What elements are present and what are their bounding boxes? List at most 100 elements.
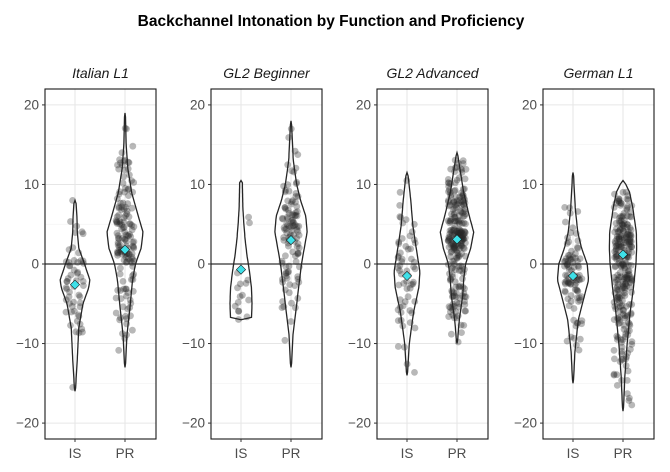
y-tick-label: 10 — [522, 177, 537, 192]
data-point — [562, 288, 569, 296]
data-point — [450, 243, 458, 250]
data-point — [126, 230, 133, 238]
data-point — [449, 205, 457, 213]
data-point — [461, 205, 469, 213]
data-point — [118, 206, 125, 214]
y-tick-label: −20 — [16, 416, 39, 431]
data-point — [462, 220, 469, 228]
data-point — [398, 255, 406, 263]
data-point — [128, 226, 136, 234]
data-point — [77, 273, 85, 281]
data-point — [625, 253, 633, 261]
data-point — [284, 222, 291, 229]
data-point — [120, 223, 128, 231]
data-point — [618, 339, 625, 346]
data-point — [410, 258, 418, 266]
y-tick-label: 20 — [24, 97, 39, 112]
data-point — [619, 310, 627, 318]
data-point — [119, 278, 127, 285]
data-point — [68, 303, 76, 310]
data-point — [617, 199, 625, 207]
data-point — [280, 224, 288, 232]
data-point — [63, 278, 71, 285]
data-point — [459, 231, 467, 239]
data-point — [619, 297, 626, 305]
data-point — [450, 246, 458, 253]
data-point — [448, 226, 455, 234]
data-point — [623, 221, 631, 228]
data-point — [616, 225, 624, 233]
data-point — [619, 188, 627, 196]
data-point — [113, 218, 121, 226]
data-point — [460, 219, 468, 227]
data-point — [65, 293, 73, 301]
data-point — [124, 158, 132, 166]
data-point — [125, 232, 132, 240]
data-point — [460, 230, 468, 238]
data-point — [574, 262, 582, 270]
data-point — [291, 282, 299, 289]
data-point — [625, 267, 633, 275]
data-point — [614, 296, 621, 303]
data-point — [459, 157, 467, 165]
data-point — [623, 272, 631, 279]
data-point — [617, 336, 625, 343]
data-point — [626, 224, 634, 232]
data-point — [616, 214, 623, 222]
data-point — [68, 308, 75, 316]
data-point — [566, 251, 574, 259]
data-point — [624, 390, 631, 398]
data-point — [282, 269, 290, 277]
data-point — [453, 201, 461, 208]
data-point — [612, 246, 620, 254]
data-point — [615, 235, 623, 243]
data-point — [566, 204, 573, 212]
data-point — [120, 205, 128, 213]
data-point — [450, 225, 458, 233]
data-point — [457, 267, 465, 274]
facet-label: Italian L1 — [72, 65, 129, 81]
data-point — [455, 267, 463, 274]
data-point — [115, 204, 123, 212]
data-point — [461, 208, 468, 215]
data-point — [112, 309, 120, 317]
data-point — [452, 283, 460, 291]
data-point — [616, 199, 623, 207]
data-point — [126, 220, 134, 228]
facet-label: GL2 Beginner — [223, 65, 311, 81]
y-tick-label: 10 — [356, 177, 371, 192]
data-point — [617, 202, 624, 209]
data-point — [610, 347, 618, 354]
data-point — [621, 264, 628, 272]
data-point — [455, 263, 463, 270]
data-point — [564, 278, 572, 286]
data-point — [246, 219, 253, 227]
data-point — [446, 219, 453, 227]
data-point — [411, 369, 418, 376]
data-point — [610, 274, 618, 281]
data-point — [448, 330, 455, 338]
data-point — [447, 308, 454, 316]
data-point — [626, 213, 634, 220]
data-point — [627, 234, 634, 242]
data-point — [615, 234, 623, 242]
data-point — [121, 184, 129, 192]
data-point — [284, 269, 292, 276]
data-point — [79, 278, 87, 285]
data-point — [614, 293, 622, 300]
data-point — [293, 203, 301, 210]
data-point — [618, 261, 626, 268]
data-point — [114, 252, 121, 259]
data-point — [456, 226, 464, 234]
mean-marker — [285, 235, 297, 246]
data-point — [611, 228, 619, 236]
data-point — [624, 202, 631, 210]
data-point — [453, 227, 461, 235]
data-point — [129, 239, 137, 246]
data-point — [453, 176, 461, 184]
data-point — [63, 285, 71, 293]
data-point — [611, 355, 618, 363]
data-point — [628, 340, 636, 348]
data-point — [280, 236, 288, 244]
data-point — [624, 319, 632, 326]
